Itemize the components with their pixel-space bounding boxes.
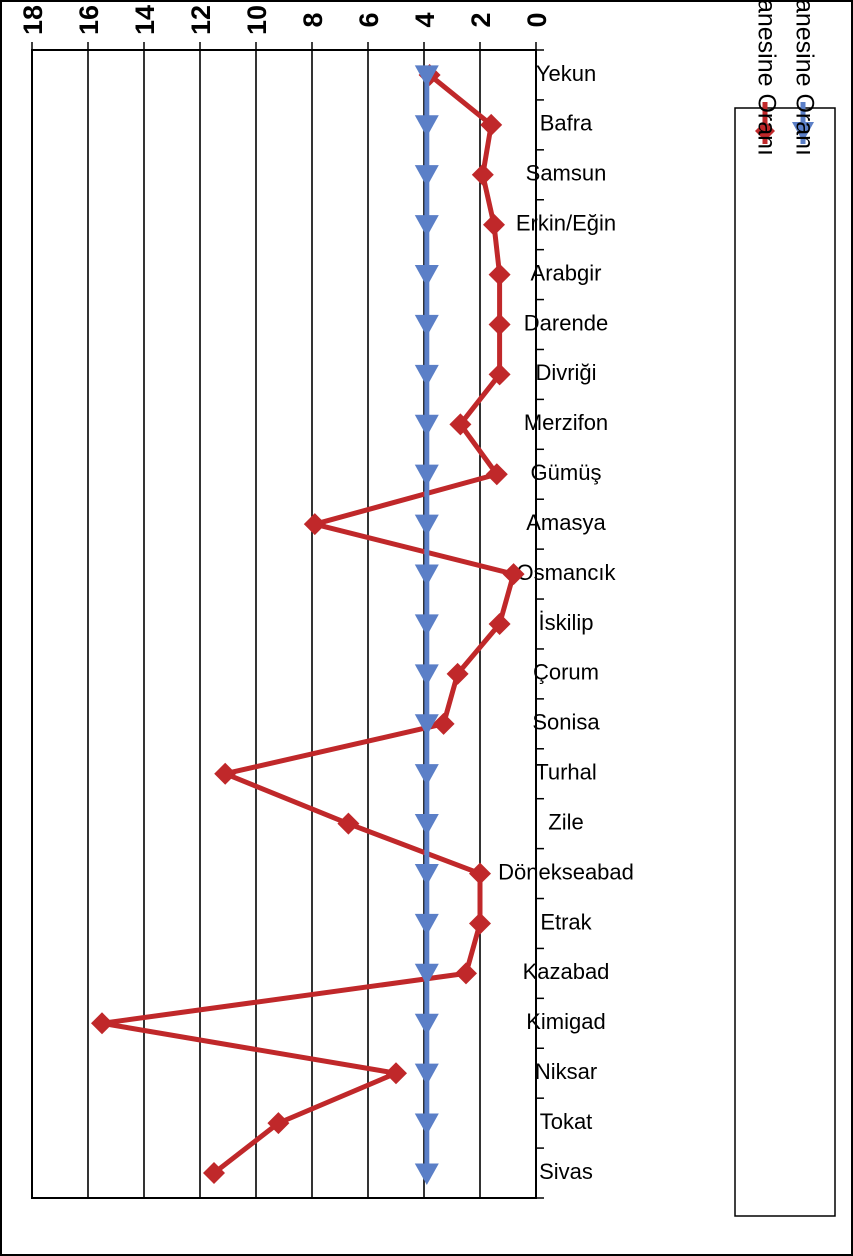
data-point-triangle [414, 165, 439, 187]
x-tick-label: Çorum [533, 660, 599, 685]
gridlines [87, 50, 481, 1198]
data-point-triangle [414, 814, 439, 836]
x-tick-label: Gümüş [531, 460, 602, 485]
series-1 [414, 65, 439, 1186]
data-point-diamond [91, 1012, 113, 1035]
data-point-diamond [267, 1112, 290, 1135]
data-point-triangle [414, 1013, 439, 1036]
data-point-triangle [414, 464, 439, 487]
x-tick-label: Samsun [526, 161, 607, 186]
data-point-diamond [449, 413, 472, 436]
plot-area [31, 49, 537, 1199]
data-point-triangle [414, 564, 439, 587]
data-point-triangle [414, 664, 439, 686]
x-tick-label: Amasya [526, 510, 606, 535]
data-point-triangle [414, 863, 439, 886]
legend-label-1: H 1045 yılı Tarh Edilen Aynî Nüzulun Ava… [790, 0, 818, 156]
x-tick-label: Sivas [539, 1159, 593, 1184]
x-tick-label: Bafra [540, 111, 593, 136]
x-tick-label: Erkin/Eğin [516, 211, 616, 236]
y-tick-label: 18 [18, 5, 48, 35]
y-tick-label: 2 [466, 12, 496, 27]
x-tick-label: Yekun [536, 61, 596, 86]
x-tick-label: Niksar [535, 1059, 597, 1084]
y-tick-label: 12 [186, 5, 216, 35]
data-point-diamond [432, 712, 455, 735]
x-axis: Sivas Tokat Niksar Kimigad Kazabad Etrak Dönek… [498, 49, 634, 1199]
data-point-diamond [337, 812, 360, 835]
data-point-triangle [414, 714, 439, 736]
x-tick-label: Etrak [540, 909, 592, 934]
data-point-diamond [469, 912, 491, 935]
data-point-diamond [455, 962, 477, 985]
data-point-diamond [488, 363, 511, 386]
data-point-triangle [414, 514, 439, 537]
y-tick-label: 0 [522, 12, 552, 27]
legend-marker-triangle [792, 122, 814, 142]
data-point-triangle [414, 364, 439, 387]
y-tick-label: 10 [242, 5, 272, 35]
data-point-diamond [488, 263, 511, 286]
y-tick-label: 8 [298, 12, 328, 27]
data-point-diamond [303, 513, 326, 536]
data-point-triangle [414, 1063, 439, 1086]
legend: H 1044 yılı Tarh Edilen Aynî Yün Mktarın… [734, 0, 836, 1217]
data-point-triangle [414, 314, 439, 337]
data-point-triangle [414, 215, 439, 237]
data-point-diamond [483, 213, 505, 236]
data-point-triangle [414, 913, 439, 936]
data-point-diamond [480, 113, 503, 136]
data-point-diamond [471, 163, 494, 186]
x-tick-label: Sonisa [532, 710, 600, 735]
y-tick-label: 14 [130, 5, 160, 35]
data-point-diamond [485, 463, 508, 486]
x-tick-label: Merzifon [524, 410, 608, 435]
x-tick-label: Kimigad [526, 1009, 605, 1034]
y-tick-label: 16 [74, 5, 104, 35]
data-point-triangle [414, 764, 439, 786]
data-point-triangle [414, 1113, 439, 1136]
x-tick-label: Divriği [535, 360, 596, 385]
data-point-triangle [414, 414, 439, 437]
data-point-diamond [214, 762, 237, 785]
x-tick-label: Kazabad [523, 959, 610, 984]
x-tick-label: Tokat [540, 1109, 593, 1134]
series-0 [91, 63, 525, 1185]
x-tick-label: Arabgir [531, 260, 602, 285]
legend-marker-diamond [755, 121, 775, 141]
data-point-diamond [385, 1062, 407, 1085]
data-point-triangle [414, 963, 439, 986]
y-tick-label: 4 [410, 12, 440, 27]
data-point-diamond [203, 1162, 225, 1185]
data-point-diamond [488, 313, 511, 336]
legend-label-0: H 1044 yılı Tarh Edilen Aynî Yün Mktarın… [752, 0, 780, 156]
data-point-diamond [488, 613, 511, 635]
data-point-diamond [502, 563, 525, 586]
data-point-triangle [414, 115, 439, 137]
data-point-triangle [414, 1163, 439, 1186]
y-tick-label: 6 [354, 12, 384, 27]
x-tick-label: Turhal [535, 760, 597, 785]
x-tick-label: Dönekseabad [498, 859, 634, 884]
x-tick-label: İskilip [538, 610, 593, 635]
y-axis: 0 2 4 6 8 10 12 14 16 18 [18, 5, 552, 50]
series-group [91, 63, 525, 1186]
x-tick-label: Osmancık [516, 560, 616, 585]
data-point-triangle [414, 65, 439, 87]
data-point-triangle [414, 614, 439, 636]
data-point-triangle [414, 265, 439, 287]
legend-box [734, 107, 836, 1217]
x-tick-label: Darende [524, 310, 608, 335]
data-point-diamond [446, 662, 469, 685]
data-point-diamond [469, 862, 491, 885]
x-tick-label: Zile [548, 809, 583, 834]
